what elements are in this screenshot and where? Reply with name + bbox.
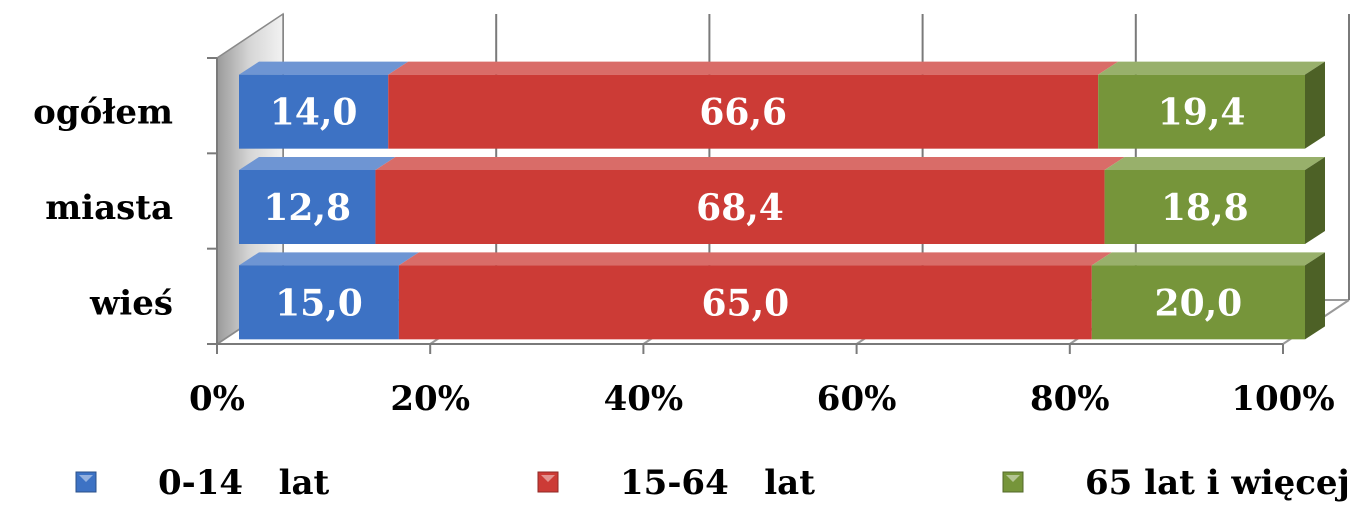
x-tick-label: 60% — [817, 379, 897, 419]
bar-side-0 — [1305, 61, 1325, 149]
bar-1-2 — [1104, 170, 1305, 244]
bar-0-2 — [1098, 74, 1305, 149]
bar-2-0 — [239, 265, 399, 340]
x-tick-label: 80% — [1030, 379, 1110, 419]
legend-swatch-highlight — [1006, 475, 1020, 482]
legend-label: 0-14 lat — [158, 463, 330, 503]
bar-top-1-0 — [239, 157, 396, 170]
x-tick-label: 40% — [604, 379, 684, 419]
legend-label: 65 lat i więcej — [1085, 463, 1350, 503]
bar-top-0-0 — [239, 61, 409, 75]
bar-top-0-1 — [388, 61, 1119, 75]
x-tick-label: 20% — [390, 379, 470, 419]
legend-swatch-highlight — [541, 475, 555, 482]
data-label: 18,8 — [1161, 187, 1249, 229]
data-label: 12,8 — [263, 187, 351, 229]
bar-1-1 — [375, 170, 1105, 244]
bar-2-2 — [1091, 265, 1305, 340]
bar-1-0 — [239, 170, 376, 244]
data-label: 15,0 — [275, 282, 363, 324]
bar-side-2 — [1305, 252, 1325, 340]
bar-top-0-2 — [1098, 61, 1325, 75]
bar-0-0 — [239, 74, 389, 149]
category-label: ogółem — [33, 93, 173, 133]
data-label: 19,4 — [1158, 92, 1246, 134]
data-label: 66,6 — [699, 92, 787, 134]
bar-side-1 — [1305, 157, 1325, 244]
data-label: 65,0 — [702, 282, 790, 324]
bar-0-1 — [388, 74, 1099, 149]
data-label: 68,4 — [696, 187, 784, 229]
category-label: miasta — [45, 188, 173, 228]
legend-swatch-highlight — [79, 475, 93, 482]
bar-top-2-0 — [239, 252, 419, 266]
data-label: 20,0 — [1155, 282, 1243, 324]
x-tick-label: 100% — [1231, 379, 1334, 419]
x-tick-label: 0% — [189, 379, 245, 419]
bar-top-1-2 — [1104, 157, 1325, 170]
data-label: 14,0 — [270, 92, 358, 134]
bar-top-1-1 — [375, 157, 1125, 170]
bar-top-2-2 — [1091, 252, 1325, 266]
bar-top-2-1 — [398, 252, 1112, 266]
legend-label: 15-64 lat — [620, 463, 815, 503]
bar-2-1 — [398, 265, 1092, 340]
category-label: wieś — [89, 283, 173, 323]
